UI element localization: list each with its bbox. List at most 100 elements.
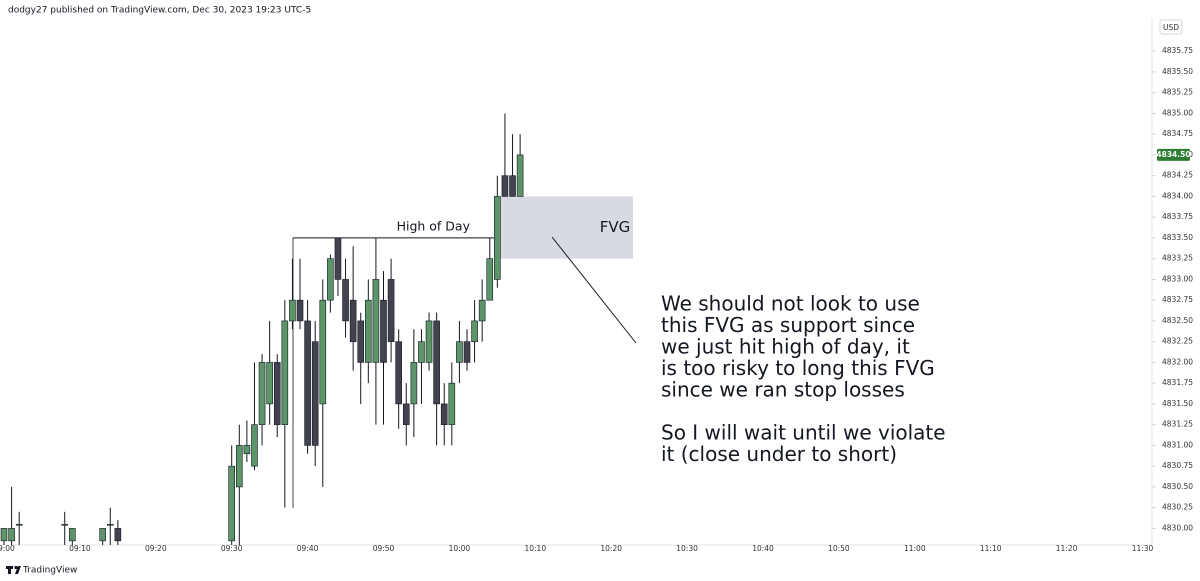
y-tick-label: 4834.75 [1162, 129, 1193, 138]
candle-body [334, 237, 342, 280]
candle-body [304, 320, 311, 446]
x-tick-label: 09:00 [0, 544, 15, 553]
candle-body [235, 445, 243, 488]
candle-body [410, 362, 418, 405]
candle-body [311, 341, 319, 446]
y-tick-label: 4832.50 [1162, 316, 1193, 325]
y-tick-label: 4833.75 [1162, 212, 1193, 221]
note-line: is too risky to long this FVG [661, 356, 935, 380]
y-tick-label: 4833.00 [1162, 274, 1193, 283]
x-tick-label: 10:30 [676, 544, 698, 553]
y-tick-label: 4834.25 [1162, 171, 1193, 180]
candle-body [456, 341, 463, 363]
candle-body [433, 320, 440, 405]
y-tick-label: 4830.25 [1162, 503, 1193, 512]
note-line: we just hit high of day, it [661, 335, 910, 359]
candle-body [471, 320, 478, 342]
note-line: We should not look to use [661, 292, 920, 316]
y-tick-label: 4832.25 [1162, 337, 1193, 346]
candle-body [425, 320, 433, 363]
footer: TradingView [22, 566, 77, 576]
x-tick-label: 10:40 [752, 544, 774, 553]
candle-body [266, 362, 273, 405]
candle-body [281, 320, 289, 425]
candle-body [509, 175, 516, 197]
x-tick-label: 09:30 [221, 544, 243, 553]
candle-body [289, 299, 296, 322]
high-of-day-label: High of Day [397, 218, 471, 233]
y-tick-label: 4831.00 [1162, 440, 1193, 449]
x-tick-label: 09:20 [145, 544, 167, 553]
candle-body [418, 341, 425, 363]
candle-body [258, 362, 266, 425]
y-tick-label: 4833.25 [1162, 254, 1193, 263]
x-tick-label: 10:50 [828, 544, 850, 553]
candle-body [440, 403, 448, 425]
last-price-box [1157, 148, 1190, 161]
y-tick-label: 4835.75 [1162, 46, 1193, 55]
x-tick-label: 11:00 [904, 544, 926, 553]
candle-body [106, 523, 114, 526]
candle-body [395, 341, 402, 405]
y-tick-label: 4831.75 [1162, 378, 1193, 387]
y-tick-label: 4831.25 [1162, 420, 1193, 429]
candle-body [251, 424, 258, 467]
candle-body [99, 528, 106, 542]
last-price-label: 4834.50 [1156, 150, 1190, 159]
candle-body [494, 196, 501, 280]
candle-body [402, 403, 410, 425]
currency-box [1159, 19, 1183, 35]
candle-body [516, 154, 524, 197]
y-tick-label: 4831.50 [1162, 399, 1193, 408]
x-tick-label: 11:10 [980, 544, 1002, 553]
y-tick-label: 4835.25 [1162, 88, 1193, 97]
candle-body [357, 320, 365, 363]
x-tick-label: 10:00 [449, 544, 471, 553]
y-tick-label: 4834.00 [1162, 191, 1193, 200]
note-line: it (close under to short) [661, 442, 897, 466]
y-tick-label: 4830.50 [1162, 482, 1193, 491]
candle-body [114, 528, 122, 542]
fvg-label: FVG [600, 218, 631, 236]
x-tick-label: 09:10 [69, 544, 91, 553]
candle-body [327, 258, 334, 301]
y-tick-label: 4835.50 [1162, 67, 1193, 76]
x-tick-label: 11:30 [1132, 544, 1154, 553]
candle-body [228, 465, 235, 542]
candle-body [243, 445, 251, 455]
candle-body [15, 523, 23, 526]
candle-body [380, 299, 387, 363]
y-tick-label: 4835.00 [1162, 108, 1193, 117]
candle-body [349, 299, 357, 342]
fvg-zone [497, 196, 633, 259]
header: dodgy27 published on TradingView.com, De… [8, 6, 311, 16]
y-tick-label: 4833.50 [1162, 233, 1193, 242]
candle-body [8, 528, 15, 542]
candle-body [296, 299, 304, 322]
note-line: this FVG as support since [661, 313, 915, 337]
y-tick-label: 4830.00 [1162, 523, 1193, 532]
candle-body [69, 528, 76, 542]
x-tick-label: 10:20 [600, 544, 622, 553]
y-tick-label: 4832.00 [1162, 357, 1193, 366]
candle-body [448, 382, 456, 425]
x-tick-label: 10:10 [524, 544, 546, 553]
note-line: since we ran stop losses [661, 378, 905, 402]
tv-logo [6, 565, 21, 574]
candle-body [365, 299, 372, 363]
x-tick-label: 11:20 [1056, 544, 1078, 553]
candle-body [61, 523, 69, 526]
x-tick-label: 09:50 [373, 544, 395, 553]
candle-body [478, 299, 486, 322]
candle-body [501, 175, 509, 197]
y-tick-label: 4832.75 [1162, 295, 1193, 304]
candle-body [342, 279, 349, 322]
note-line: So I will wait until we violate [661, 421, 946, 445]
candle-body [387, 279, 395, 342]
x-tick-label: 09:40 [297, 544, 319, 553]
candle-body [319, 299, 327, 405]
currency: USD [1163, 23, 1179, 32]
pointer-line [551, 236, 637, 344]
